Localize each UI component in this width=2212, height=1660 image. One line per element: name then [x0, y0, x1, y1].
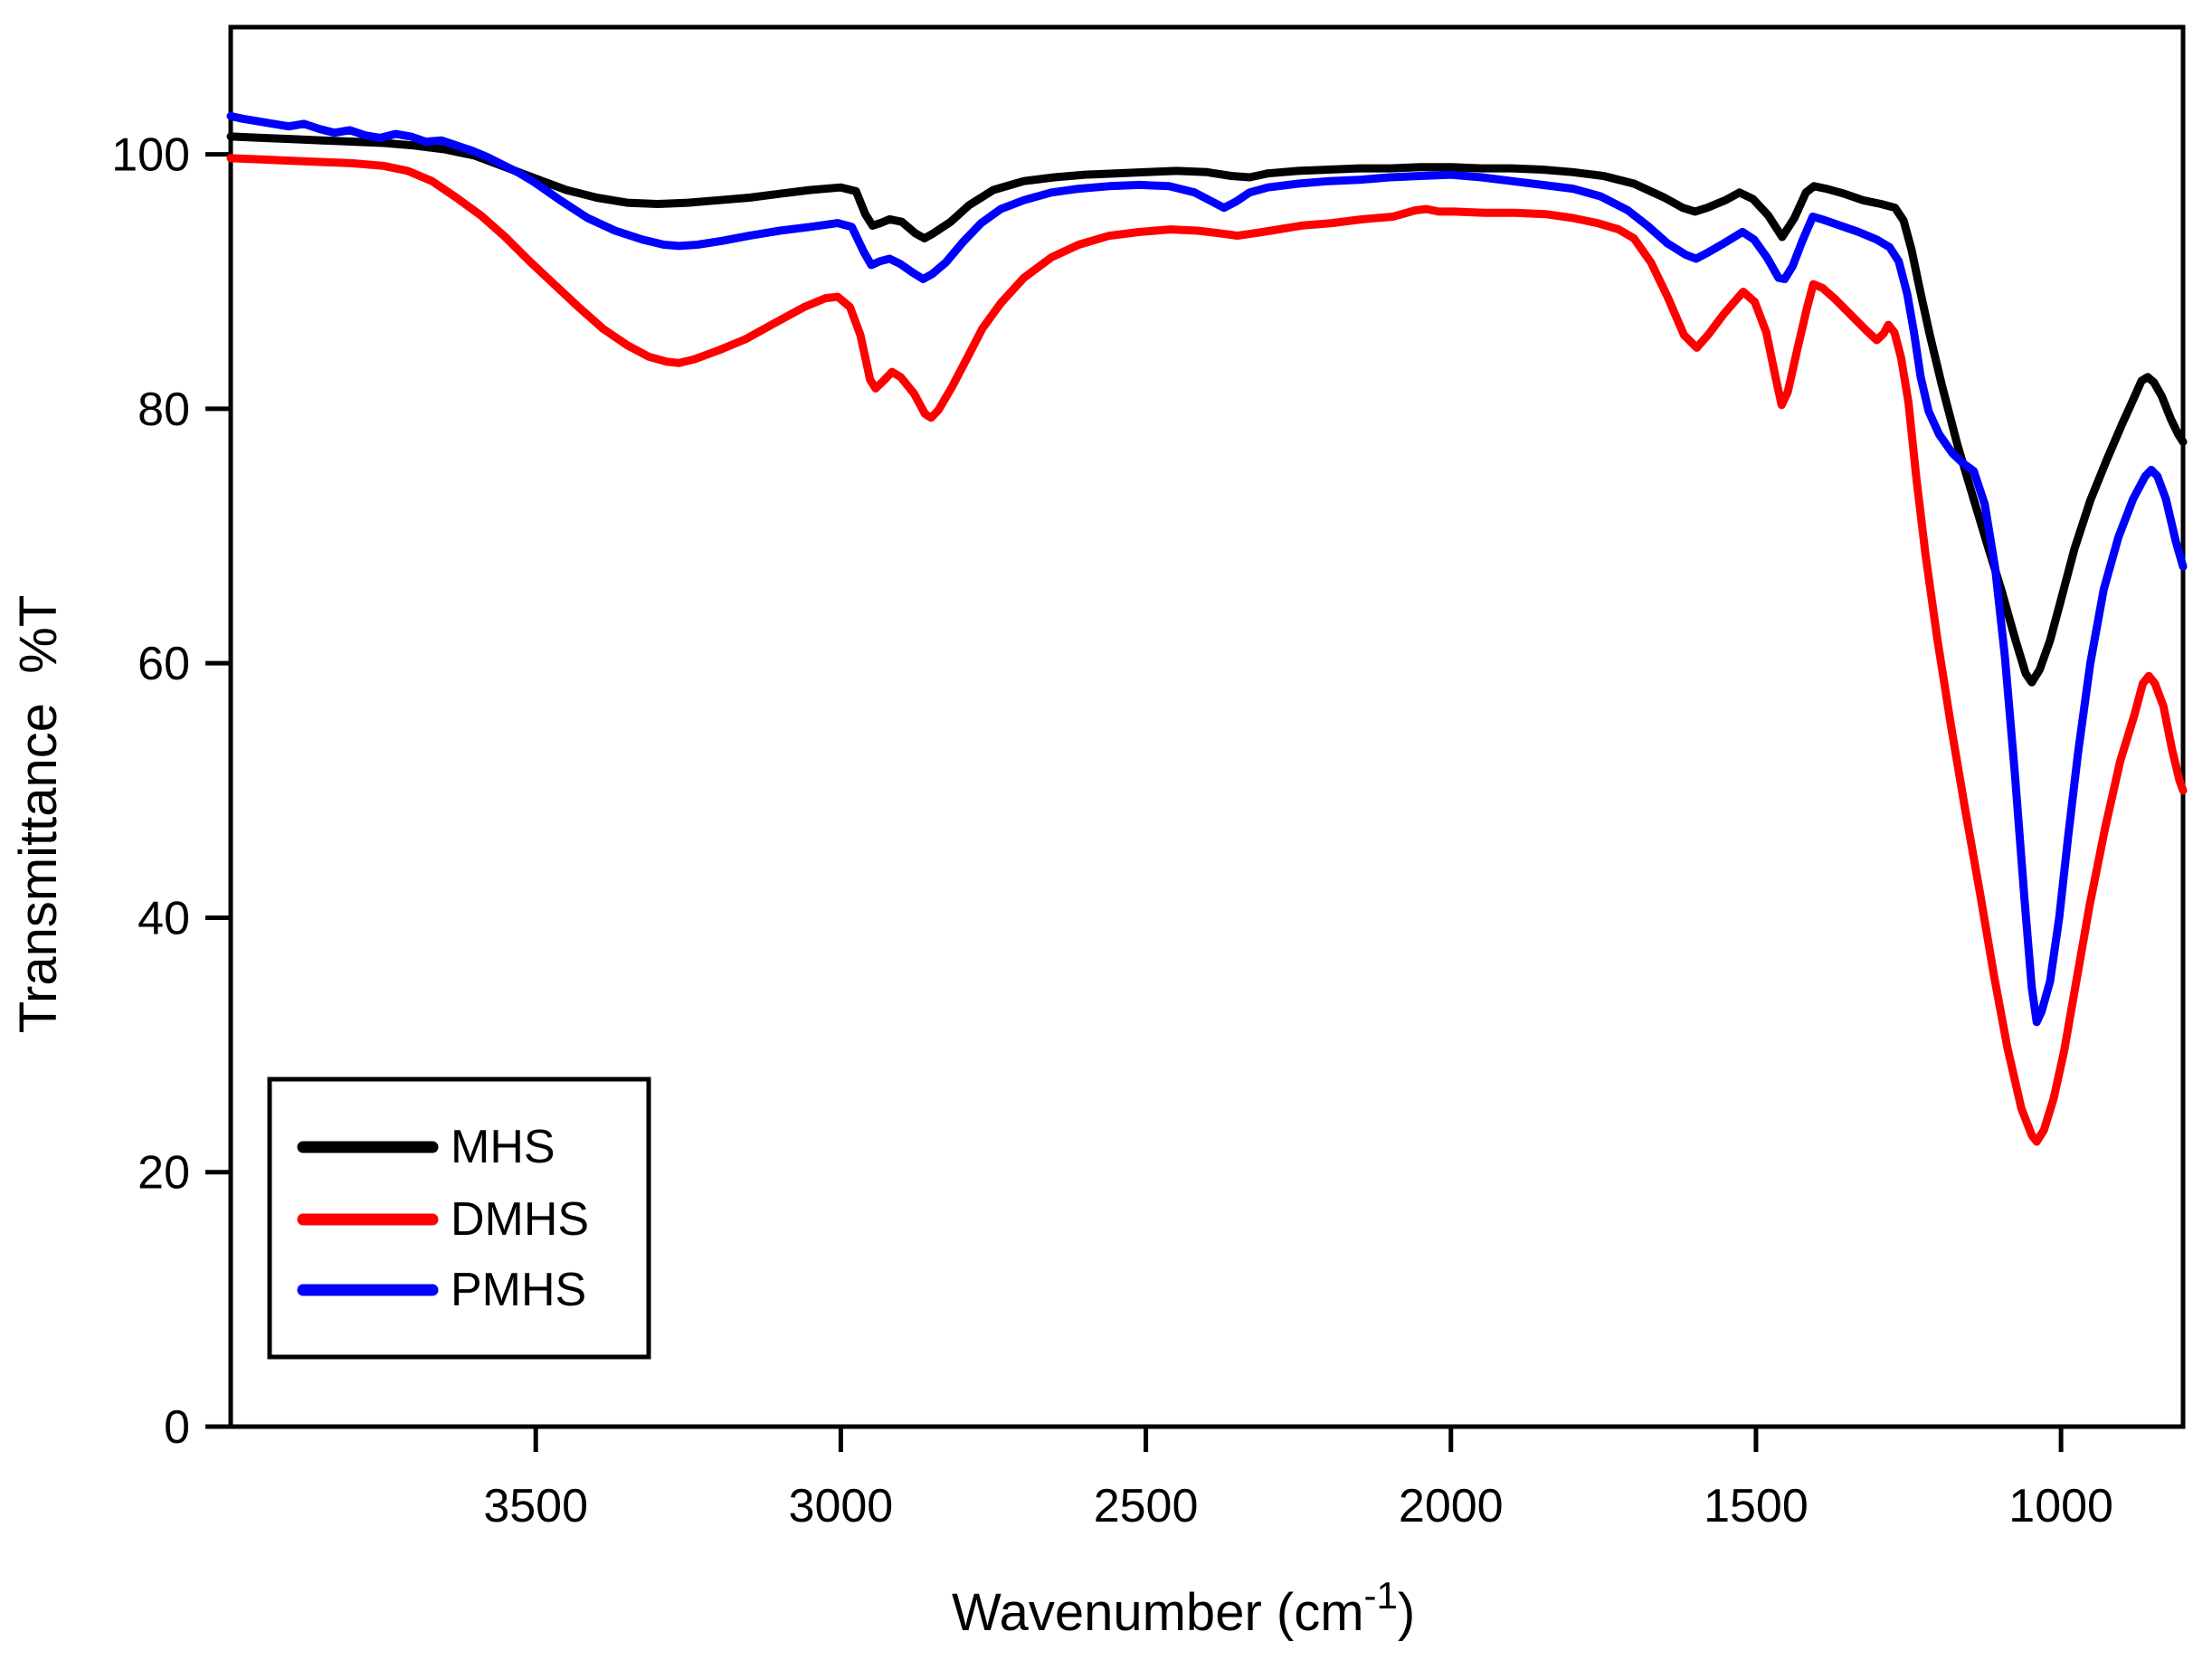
x-axis-title: Wavenumber (cm-1): [952, 1574, 1415, 1642]
legend-label-mhs: MHS: [451, 1121, 555, 1173]
curve-pmhs: [226, 111, 2188, 1027]
x-tick-label-1000: 1000: [2008, 1480, 2113, 1532]
x-tick-label-3000: 3000: [789, 1480, 894, 1532]
y-tick-label-40: 40: [138, 892, 190, 944]
legend-entry-dmhs: DMHS: [297, 1193, 589, 1246]
curve-dmhs: [226, 154, 2188, 1146]
y-tick-label-0: 0: [164, 1401, 190, 1454]
x-axis-ticks: 3500 3000 2500 2000 1500 1000: [483, 1427, 2113, 1532]
x-tick-label-1500: 1500: [1704, 1480, 1809, 1532]
legend-entry-mhs: MHS: [297, 1121, 555, 1173]
spectra-curves: [226, 111, 2188, 1146]
legend-label-pmhs: PMHS: [451, 1264, 586, 1316]
legend-entry-pmhs: PMHS: [297, 1264, 586, 1316]
x-tick-label-2000: 2000: [1399, 1480, 1504, 1532]
y-axis-ticks: 0 20 40 60 80 100: [111, 129, 231, 1454]
plot-border: [228, 24, 2186, 1429]
legend: MHS DMHS PMHS: [267, 1077, 651, 1360]
y-tick-label-20: 20: [138, 1147, 190, 1200]
y-tick-label-100: 100: [111, 129, 190, 182]
y-tick-label-60: 60: [138, 638, 190, 690]
y-axis-title: Transmittance %T: [9, 595, 68, 1034]
x-tick-label-2500: 2500: [1094, 1480, 1199, 1532]
y-tick-label-80: 80: [138, 384, 190, 436]
x-tick-label-3500: 3500: [483, 1480, 588, 1532]
curve-mhs: [226, 132, 2188, 687]
legend-label-dmhs: DMHS: [451, 1193, 589, 1246]
